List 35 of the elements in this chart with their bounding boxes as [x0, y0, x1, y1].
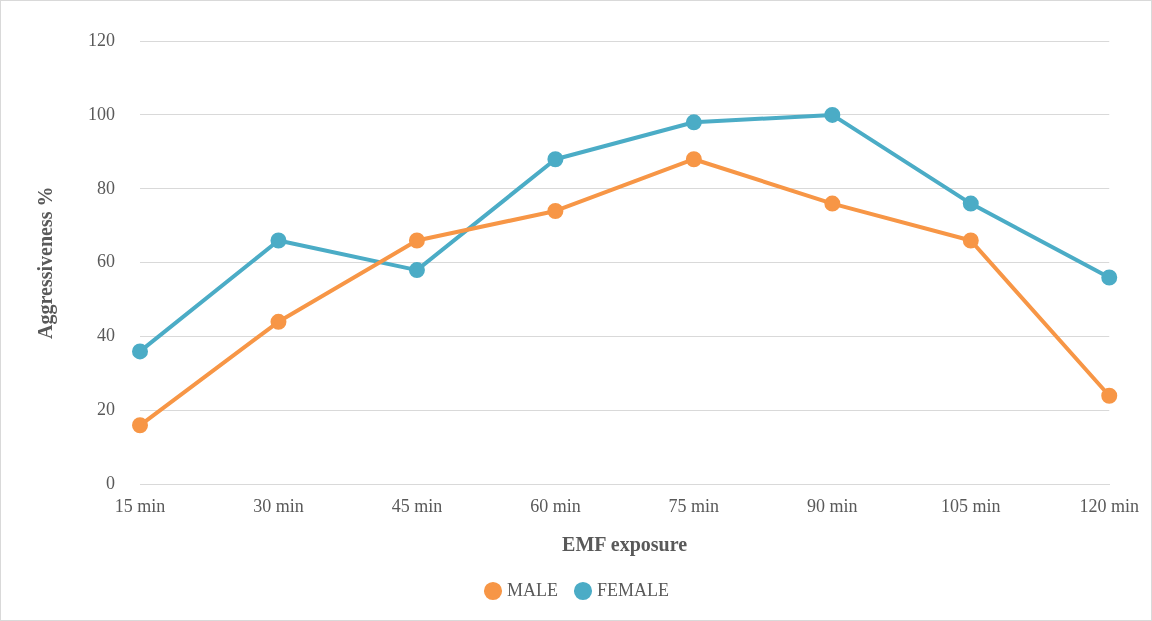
point [132, 343, 148, 360]
point [408, 232, 425, 249]
y-tick-label: 120 [88, 29, 115, 50]
x-tick-label: 30 min [253, 495, 304, 516]
x-axis-title: EMF exposure [562, 533, 688, 557]
point [547, 151, 564, 168]
point [1101, 269, 1118, 286]
y-tick-label: 20 [97, 399, 115, 420]
point [685, 151, 702, 168]
x-tick-label: 15 min [114, 495, 166, 516]
point [270, 313, 287, 330]
point [962, 232, 979, 249]
point [408, 262, 425, 279]
y-tick-label: 100 [88, 103, 115, 124]
point [824, 106, 841, 123]
point [270, 232, 287, 249]
x-tick-label: 90 min [807, 495, 858, 516]
point [547, 202, 564, 219]
x-tick-label: 45 min [391, 495, 443, 516]
x-tick-label: 120 min [1079, 495, 1140, 516]
legend-label: FEMALE [597, 579, 669, 600]
point [132, 417, 148, 434]
point [824, 195, 841, 212]
x-tick-label: 75 min [668, 495, 720, 516]
x-tick-label: 60 min [530, 495, 581, 516]
point [685, 114, 702, 131]
point [1101, 387, 1118, 404]
legend-label: MALE [507, 579, 558, 600]
y-tick-label: 60 [97, 251, 115, 272]
y-axis-title: Aggressiveness % [34, 186, 58, 339]
point [962, 195, 979, 212]
y-tick-label: 40 [97, 325, 115, 346]
y-tick-label: 80 [97, 177, 115, 198]
y-tick-label: 0 [106, 473, 115, 494]
x-tick-label: 105 min [941, 495, 1001, 516]
